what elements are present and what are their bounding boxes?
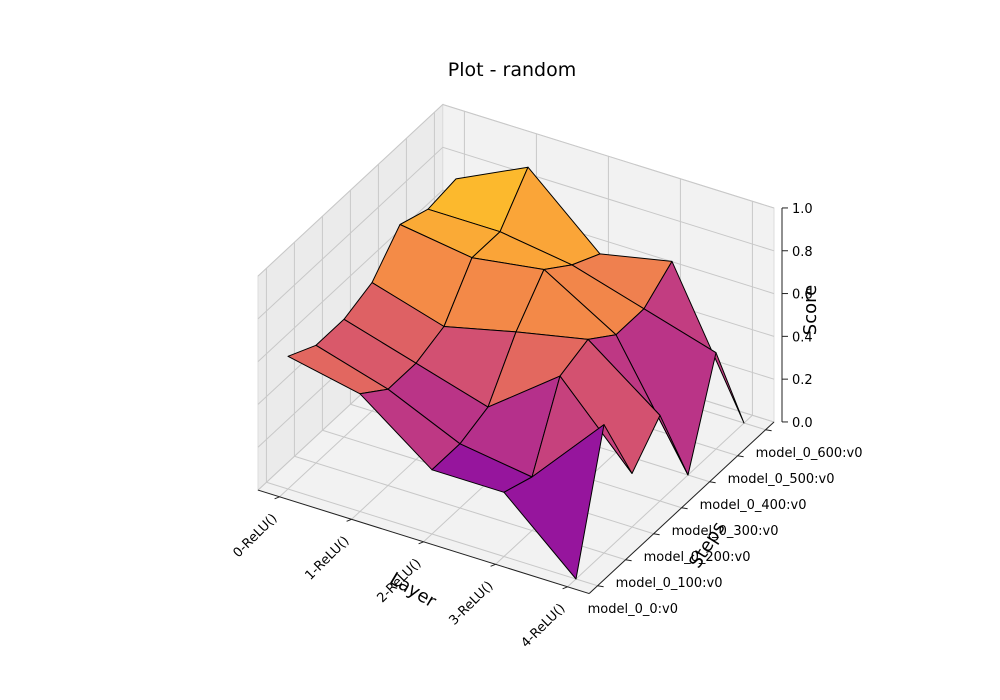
y-tick-mark [737, 455, 744, 458]
x-tick-mark [418, 541, 424, 545]
y-tick-label: model_0_400:v0 [700, 498, 807, 513]
x-tick-mark [274, 496, 280, 500]
y-tick-mark [597, 585, 604, 588]
y-tick-mark [681, 507, 688, 510]
chart-title: Plot - random [448, 59, 576, 81]
x-tick-label: 0-ReLU() [230, 511, 280, 561]
y-tick-label: model_0_200:v0 [644, 550, 751, 565]
z-axis-label: Score [800, 285, 821, 335]
y-tick-label: model_0_500:v0 [728, 472, 835, 487]
grid-line-z [257, 189, 775, 362]
grid-line-z [257, 103, 775, 277]
x-tick-label: 3-ReLU() [446, 579, 496, 629]
z-tick-label: 1.0 [792, 202, 813, 217]
y-tick-mark [653, 533, 660, 536]
z-tick-label: 0.6 [792, 288, 813, 303]
x-tick-mark [346, 518, 352, 522]
grid-line-y [266, 481, 598, 587]
grid-line-z [257, 146, 775, 320]
surface-facet [503, 424, 605, 580]
y-tick-label: model_0_100:v0 [616, 576, 723, 591]
y-tick-label: model_0_0:v0 [588, 602, 678, 617]
surface [287, 166, 745, 580]
x-tick-mark [562, 586, 568, 590]
y-tick-label: model_0_300:v0 [672, 524, 779, 539]
x-tick-label: 1-ReLU() [302, 534, 352, 584]
z-tick-label: 0.8 [792, 245, 813, 260]
z-tick-label: 0.2 [792, 373, 813, 388]
z-tick-label: 0.4 [792, 330, 813, 345]
x-tick-label: 4-ReLU() [518, 601, 568, 651]
y-tick-mark [765, 429, 772, 432]
z-tick-label: 0.0 [792, 416, 813, 431]
x-tick-mark [490, 563, 496, 567]
y-tick-mark [709, 481, 716, 484]
y-tick-mark [625, 559, 632, 562]
y-tick-label: model_0_600:v0 [756, 446, 863, 461]
